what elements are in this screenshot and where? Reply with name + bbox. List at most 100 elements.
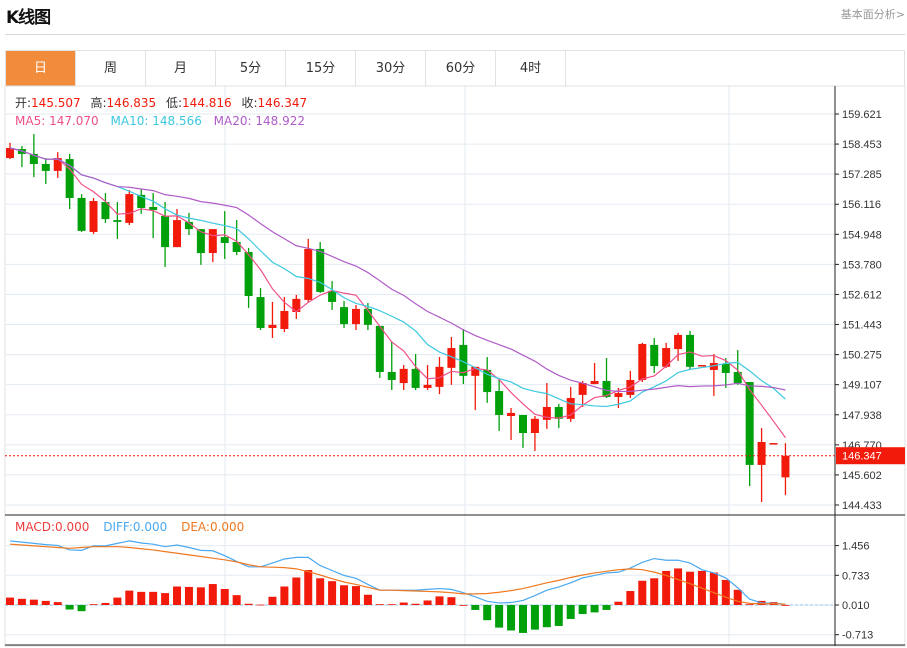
close-value: 146.347 [258,96,308,110]
chart-frame [4,85,906,647]
macd-bar [423,600,432,605]
macd-info: MACD:0.000 DIFF:0.000 DEA:0.000 [15,520,244,534]
candle-up [566,397,575,419]
macd-bar [17,598,26,605]
macd-bar [280,586,289,605]
candle-up [590,380,599,385]
ma20-line [9,147,786,393]
ma5-value: 147.070 [49,114,99,128]
y-tick-label: 144.433 [842,500,882,512]
macd-bar [184,586,193,605]
divider [5,34,905,35]
candle-up [399,368,408,384]
ma-info: MA5: 147.070 MA10: 148.566 MA20: 148.922 [15,114,305,128]
macd-bar [220,588,229,605]
tab-week[interactable]: 周 [76,51,146,86]
candle-up [471,366,480,376]
macd-y-tick-label: 1.456 [842,541,870,553]
low-label: 低: [166,96,182,110]
macd-y-tick-label: 0.733 [842,570,870,582]
close-label: 收: [242,96,258,110]
macd-bar [530,605,539,630]
macd-bar [483,605,492,621]
macd-bar [518,605,527,633]
macd-bar [650,578,659,605]
macd-bar [113,597,122,605]
candle-up [125,194,134,223]
macd-bar [232,595,241,605]
candle-down [184,221,193,230]
macd-bar [578,605,587,615]
candle-up [697,365,706,367]
candle-up [578,383,587,395]
macd-bar [721,579,730,605]
candle-down [745,382,754,465]
macd-bar [375,604,384,605]
candle-down [41,163,50,171]
fundamental-analysis-link[interactable]: 基本面分析> [840,8,905,21]
ma10-value: 148.566 [152,114,202,128]
macd-bar [411,603,420,605]
candle-up [304,248,313,300]
candle-up [53,158,62,171]
high-value: 146.835 [107,96,157,110]
candle-down [733,371,742,384]
candle-down [495,391,504,415]
candle-down [602,380,611,397]
candle-down [316,248,325,292]
macd-bar [459,605,468,606]
tab-day[interactable]: 日 [6,51,76,86]
candle-up [268,324,277,328]
macd-bar [137,591,146,605]
candle-down [149,206,158,211]
candle-down [686,334,695,367]
candle-down [161,215,170,248]
macd-bar [65,605,74,610]
macd-bar [244,603,253,605]
candle-down [459,344,468,376]
current-price-label: 146.347 [842,451,882,463]
macd-bar [53,602,62,605]
macd-bar [101,602,110,605]
candle-up [208,229,217,254]
macd-bar [399,602,408,605]
diff-value: DIFF:0.000 [103,520,167,534]
macd-bar [268,596,277,605]
y-tick-label: 147.938 [842,410,882,422]
macd-bar [733,589,742,605]
y-tick-label: 151.443 [842,320,882,332]
tab-4hour[interactable]: 4时 [496,51,566,86]
macd-bar [566,605,575,619]
macd-bar [709,572,718,605]
tab-60min[interactable]: 60分 [426,51,496,86]
ma5-line [9,147,786,439]
candle-down [328,290,337,302]
tab-15min[interactable]: 15分 [286,51,356,86]
candle-down [220,237,229,244]
candle-down [387,371,396,380]
candle-up [542,406,551,420]
macd-bar [447,597,456,605]
candle-down [411,368,420,388]
macd-bar [745,604,754,605]
tab-30min[interactable]: 30分 [356,51,426,86]
ma20-value: 148.922 [255,114,305,128]
candle-up [447,348,456,368]
high-label: 高: [91,95,107,110]
macd-bar [77,605,86,612]
macd-bar [328,581,337,605]
macd-bar [89,604,98,605]
candle-down [518,414,527,433]
macd-bar [662,570,671,605]
candle-down [554,406,563,419]
macd-bar [542,605,551,628]
tab-month[interactable]: 月 [146,51,216,86]
candle-down [721,364,730,374]
tab-5min[interactable]: 5分 [216,51,286,86]
candle-up [530,418,539,433]
candle-down [65,159,74,198]
macd-bar [674,568,683,605]
ohlc-info: 开:145.507 高:146.835 低:144.816 收:146.347 [15,95,307,110]
current-price-badge [836,447,905,465]
